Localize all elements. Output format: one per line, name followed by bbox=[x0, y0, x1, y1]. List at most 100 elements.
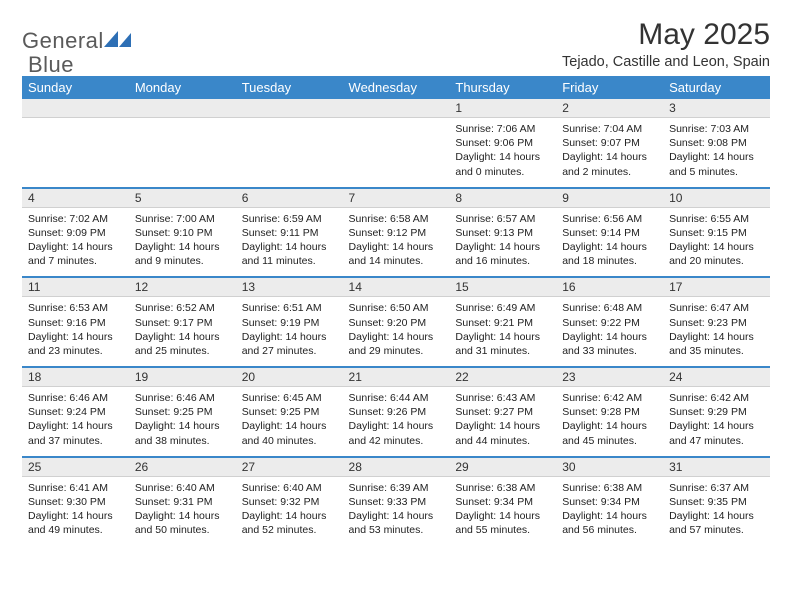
day-detail-cell: Sunrise: 7:06 AMSunset: 9:06 PMDaylight:… bbox=[449, 118, 556, 188]
daylight-text-b: and 45 minutes. bbox=[562, 434, 657, 448]
sunrise-text: Sunrise: 6:51 AM bbox=[242, 301, 337, 315]
sunset-text: Sunset: 9:24 PM bbox=[28, 405, 123, 419]
sunset-text: Sunset: 9:32 PM bbox=[242, 495, 337, 509]
daylight-text-a: Daylight: 14 hours bbox=[28, 509, 123, 523]
day-detail-cell: Sunrise: 7:00 AMSunset: 9:10 PMDaylight:… bbox=[129, 207, 236, 277]
daylight-text-b: and 23 minutes. bbox=[28, 344, 123, 358]
sunset-text: Sunset: 9:19 PM bbox=[242, 316, 337, 330]
daylight-text-b: and 35 minutes. bbox=[669, 344, 764, 358]
day-number-row: 11121314151617 bbox=[22, 277, 770, 297]
day-number-cell: 25 bbox=[22, 457, 129, 477]
sunset-text: Sunset: 9:21 PM bbox=[455, 316, 550, 330]
day-detail-cell: Sunrise: 6:39 AMSunset: 9:33 PMDaylight:… bbox=[343, 476, 450, 545]
sunset-text: Sunset: 9:34 PM bbox=[562, 495, 657, 509]
day-detail-cell: Sunrise: 6:50 AMSunset: 9:20 PMDaylight:… bbox=[343, 297, 450, 367]
sunrise-text: Sunrise: 7:00 AM bbox=[135, 212, 230, 226]
sunrise-text: Sunrise: 6:44 AM bbox=[349, 391, 444, 405]
daylight-text-b: and 47 minutes. bbox=[669, 434, 764, 448]
daylight-text-b: and 16 minutes. bbox=[455, 254, 550, 268]
day-number-cell: 5 bbox=[129, 188, 236, 208]
day-detail-row: Sunrise: 6:53 AMSunset: 9:16 PMDaylight:… bbox=[22, 297, 770, 367]
sunset-text: Sunset: 9:35 PM bbox=[669, 495, 764, 509]
day-detail-cell: Sunrise: 6:44 AMSunset: 9:26 PMDaylight:… bbox=[343, 387, 450, 457]
day-number-cell: 23 bbox=[556, 367, 663, 387]
sunrise-text: Sunrise: 6:40 AM bbox=[242, 481, 337, 495]
day-number-row: 25262728293031 bbox=[22, 457, 770, 477]
daylight-text-b: and 14 minutes. bbox=[349, 254, 444, 268]
location-subtitle: Tejado, Castille and Leon, Spain bbox=[562, 54, 770, 70]
day-detail-cell: Sunrise: 6:52 AMSunset: 9:17 PMDaylight:… bbox=[129, 297, 236, 367]
sunset-text: Sunset: 9:07 PM bbox=[562, 136, 657, 150]
sunset-text: Sunset: 9:15 PM bbox=[669, 226, 764, 240]
sunrise-text: Sunrise: 6:37 AM bbox=[669, 481, 764, 495]
daylight-text-b: and 2 minutes. bbox=[562, 165, 657, 179]
day-detail-row: Sunrise: 6:41 AMSunset: 9:30 PMDaylight:… bbox=[22, 476, 770, 545]
day-detail-cell: Sunrise: 6:40 AMSunset: 9:31 PMDaylight:… bbox=[129, 476, 236, 545]
day-number-cell: 4 bbox=[22, 188, 129, 208]
sunrise-text: Sunrise: 6:57 AM bbox=[455, 212, 550, 226]
daylight-text-b: and 53 minutes. bbox=[349, 523, 444, 537]
sunrise-text: Sunrise: 7:03 AM bbox=[669, 122, 764, 136]
sunset-text: Sunset: 9:34 PM bbox=[455, 495, 550, 509]
calendar-page: General May 2025 Tejado, Castille and Le… bbox=[0, 0, 792, 545]
sunset-text: Sunset: 9:16 PM bbox=[28, 316, 123, 330]
sunset-text: Sunset: 9:11 PM bbox=[242, 226, 337, 240]
sunset-text: Sunset: 9:20 PM bbox=[349, 316, 444, 330]
day-detail-row: Sunrise: 7:02 AMSunset: 9:09 PMDaylight:… bbox=[22, 207, 770, 277]
day-number-cell: 1 bbox=[449, 99, 556, 118]
sunrise-text: Sunrise: 6:59 AM bbox=[242, 212, 337, 226]
day-number-cell: 22 bbox=[449, 367, 556, 387]
day-number-cell: 8 bbox=[449, 188, 556, 208]
day-number-cell bbox=[343, 99, 450, 118]
day-detail-cell bbox=[22, 118, 129, 188]
daylight-text-b: and 25 minutes. bbox=[135, 344, 230, 358]
sunset-text: Sunset: 9:25 PM bbox=[135, 405, 230, 419]
sunset-text: Sunset: 9:12 PM bbox=[349, 226, 444, 240]
day-number-cell: 6 bbox=[236, 188, 343, 208]
sunrise-text: Sunrise: 6:50 AM bbox=[349, 301, 444, 315]
day-detail-cell: Sunrise: 6:58 AMSunset: 9:12 PMDaylight:… bbox=[343, 207, 450, 277]
day-detail-cell bbox=[129, 118, 236, 188]
daylight-text-a: Daylight: 14 hours bbox=[455, 150, 550, 164]
sunset-text: Sunset: 9:14 PM bbox=[562, 226, 657, 240]
day-number-cell: 24 bbox=[663, 367, 770, 387]
sunset-text: Sunset: 9:26 PM bbox=[349, 405, 444, 419]
daylight-text-b: and 20 minutes. bbox=[669, 254, 764, 268]
sunrise-text: Sunrise: 7:04 AM bbox=[562, 122, 657, 136]
weekday-header: Friday bbox=[556, 76, 663, 99]
day-number-cell: 29 bbox=[449, 457, 556, 477]
day-detail-row: Sunrise: 7:06 AMSunset: 9:06 PMDaylight:… bbox=[22, 118, 770, 188]
sunrise-text: Sunrise: 6:55 AM bbox=[669, 212, 764, 226]
day-detail-cell: Sunrise: 6:37 AMSunset: 9:35 PMDaylight:… bbox=[663, 476, 770, 545]
weekday-header: Sunday bbox=[22, 76, 129, 99]
daylight-text-b: and 9 minutes. bbox=[135, 254, 230, 268]
page-title: May 2025 bbox=[562, 18, 770, 52]
sunset-text: Sunset: 9:10 PM bbox=[135, 226, 230, 240]
day-number-cell: 16 bbox=[556, 277, 663, 297]
day-number-cell: 10 bbox=[663, 188, 770, 208]
day-detail-cell: Sunrise: 6:42 AMSunset: 9:29 PMDaylight:… bbox=[663, 387, 770, 457]
sunset-text: Sunset: 9:27 PM bbox=[455, 405, 550, 419]
daylight-text-b: and 42 minutes. bbox=[349, 434, 444, 448]
daylight-text-a: Daylight: 14 hours bbox=[669, 150, 764, 164]
brand-logo: General bbox=[22, 18, 134, 54]
weekday-header: Thursday bbox=[449, 76, 556, 99]
sunrise-text: Sunrise: 6:43 AM bbox=[455, 391, 550, 405]
sunrise-text: Sunrise: 6:47 AM bbox=[669, 301, 764, 315]
sunset-text: Sunset: 9:30 PM bbox=[28, 495, 123, 509]
weekday-header-row: Sunday Monday Tuesday Wednesday Thursday… bbox=[22, 76, 770, 99]
daylight-text-a: Daylight: 14 hours bbox=[349, 240, 444, 254]
day-number-cell: 21 bbox=[343, 367, 450, 387]
weekday-header: Monday bbox=[129, 76, 236, 99]
daylight-text-a: Daylight: 14 hours bbox=[242, 419, 337, 433]
sunrise-text: Sunrise: 6:58 AM bbox=[349, 212, 444, 226]
sunrise-text: Sunrise: 6:41 AM bbox=[28, 481, 123, 495]
sunrise-text: Sunrise: 7:02 AM bbox=[28, 212, 123, 226]
day-number-cell: 2 bbox=[556, 99, 663, 118]
sunset-text: Sunset: 9:08 PM bbox=[669, 136, 764, 150]
weekday-header: Tuesday bbox=[236, 76, 343, 99]
daylight-text-b: and 38 minutes. bbox=[135, 434, 230, 448]
day-detail-cell: Sunrise: 6:53 AMSunset: 9:16 PMDaylight:… bbox=[22, 297, 129, 367]
daylight-text-b: and 31 minutes. bbox=[455, 344, 550, 358]
day-number-cell: 7 bbox=[343, 188, 450, 208]
